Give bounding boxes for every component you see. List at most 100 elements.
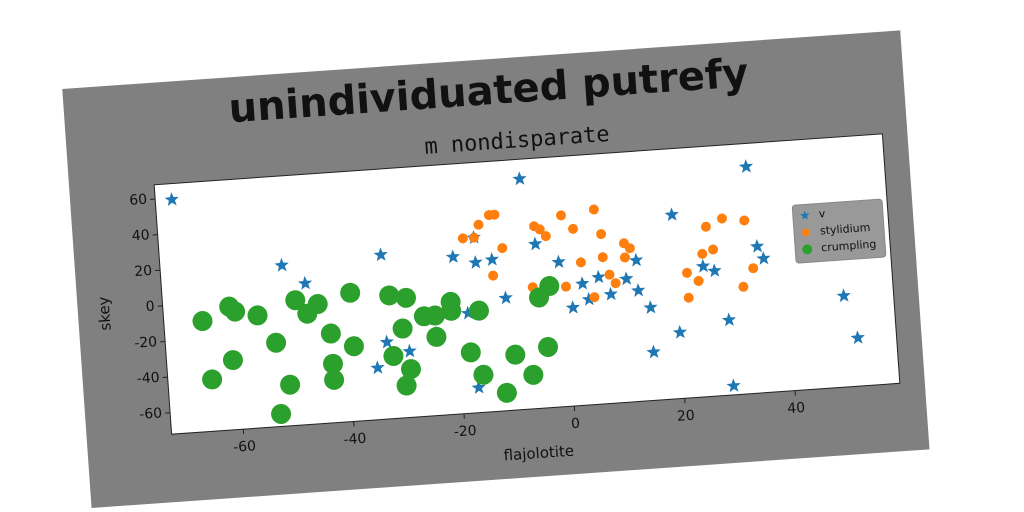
legend-box (791, 198, 887, 264)
y-tick-label: 20 (134, 263, 153, 280)
star-point (512, 171, 527, 186)
star-point (379, 334, 394, 349)
point (247, 305, 268, 326)
plot-area (153, 133, 901, 435)
point (383, 346, 404, 367)
point (225, 301, 246, 322)
x-tick-label: 0 (571, 416, 581, 433)
point (700, 221, 711, 232)
x-tick-label: 40 (787, 400, 806, 417)
point (697, 248, 708, 259)
point (320, 323, 341, 344)
point (748, 263, 759, 274)
star-point (591, 269, 606, 284)
point (619, 252, 630, 263)
star-point (445, 249, 460, 264)
star-point (619, 271, 634, 286)
point (340, 282, 361, 303)
star-point (721, 312, 737, 327)
star-point (749, 238, 765, 253)
star-point (672, 324, 688, 339)
point (426, 326, 447, 347)
x-tick-label: -60 (233, 438, 257, 456)
point (802, 244, 813, 255)
star-point (836, 288, 851, 303)
point (343, 336, 364, 357)
point (285, 290, 306, 311)
point (589, 292, 600, 303)
point (683, 292, 694, 303)
star-point (373, 247, 388, 262)
point (575, 257, 586, 268)
star-point (471, 380, 486, 395)
point (739, 215, 750, 226)
point (202, 369, 223, 390)
point (716, 213, 727, 224)
point (222, 350, 243, 371)
star-point (738, 159, 754, 174)
point (473, 364, 494, 385)
star-point (565, 300, 580, 315)
point (192, 311, 213, 332)
star-point (498, 290, 513, 305)
star-point (726, 378, 741, 393)
point (497, 243, 508, 254)
star-point (402, 343, 417, 358)
point (523, 364, 544, 385)
point (457, 233, 468, 244)
legend-label: stylidium (820, 221, 871, 237)
star-point (603, 286, 618, 301)
y-tick-label: -20 (134, 334, 158, 352)
y-tick-label: 40 (131, 227, 150, 244)
star-point (643, 300, 658, 314)
point (539, 276, 560, 297)
point (460, 342, 481, 363)
point (610, 278, 621, 289)
point (468, 300, 489, 321)
star-point (484, 252, 500, 266)
star-point (756, 251, 771, 265)
point (473, 219, 484, 230)
star-point (527, 236, 543, 251)
point (400, 359, 421, 380)
point (488, 270, 499, 281)
star-point (297, 275, 313, 290)
point (395, 287, 416, 308)
point (693, 275, 704, 286)
point (280, 374, 301, 395)
x-axis-label: flajolotite (503, 442, 575, 465)
point (266, 332, 287, 353)
star-point (551, 254, 566, 269)
point (596, 229, 607, 240)
point (379, 285, 400, 306)
point (468, 232, 479, 243)
point (307, 294, 328, 315)
star-point (799, 210, 810, 220)
star-point (646, 344, 661, 359)
point (597, 252, 608, 263)
star-point (664, 207, 679, 222)
point (540, 231, 551, 242)
point (738, 281, 749, 292)
point (396, 375, 417, 396)
point (588, 204, 599, 215)
point (424, 305, 445, 326)
point (556, 210, 567, 221)
y-tick-label: 60 (129, 192, 148, 209)
star-point (468, 255, 483, 269)
point (534, 224, 545, 235)
star-point (850, 330, 865, 345)
legend-label: crumpling (821, 238, 877, 255)
point (322, 353, 343, 374)
star-point (370, 360, 385, 375)
star-point (707, 263, 722, 278)
point (324, 369, 345, 390)
star-point (695, 258, 711, 273)
y-tick-label: -60 (139, 405, 163, 423)
chart-panel: unindividuated putrefy m nondisparate fl… (62, 30, 930, 508)
point (560, 281, 571, 292)
point (505, 344, 526, 365)
point (538, 336, 559, 357)
point (441, 300, 462, 321)
